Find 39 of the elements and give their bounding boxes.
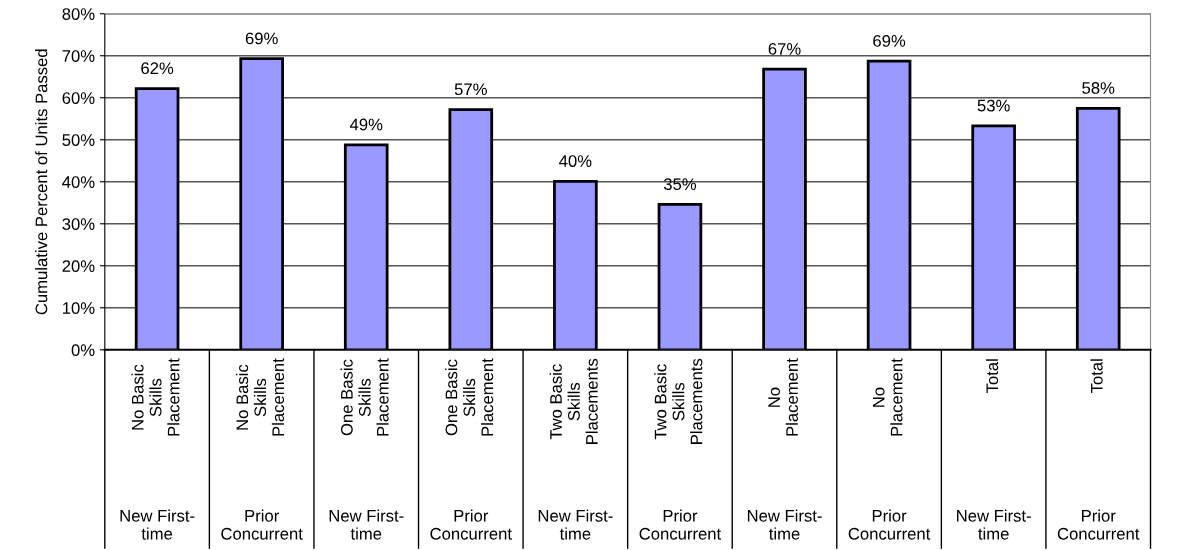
y-tick-label: 10% — [63, 302, 95, 314]
y-tick-label: 30% — [62, 218, 95, 230]
y-tick-label: 20% — [62, 260, 95, 272]
text: Prior Concurrent — [221, 509, 303, 540]
data-label: 69% — [873, 35, 906, 47]
y-tick-label: 40% — [62, 176, 95, 188]
x-tick-label: No Placement — [872, 358, 903, 436]
y-tick-label: 0% — [71, 344, 95, 356]
text: New First- time — [747, 509, 822, 540]
x-tick-label: No Basic Skills Placement — [131, 358, 180, 436]
x-tick-label: Total — [985, 359, 999, 394]
y-axis-title: Cumulative Percent of Units Passed — [35, 49, 48, 315]
data-label: 49% — [349, 118, 383, 131]
text: New First- time — [120, 509, 195, 540]
y-tick-label: 80% — [62, 8, 95, 20]
x-tick-label: No Basic Skills Placement — [235, 358, 285, 436]
text: New First- time — [538, 509, 613, 540]
data-label: 58% — [1082, 82, 1115, 94]
y-tick-label: 50% — [62, 134, 95, 146]
text: Prior Concurrent — [848, 509, 931, 540]
y-tick-label: 70% — [62, 50, 95, 62]
x-tick-label: One Basic Skills Placement — [445, 358, 494, 436]
data-label: 69% — [245, 32, 278, 45]
x-tick-label: Two Basic Skills Placements — [654, 358, 703, 444]
text: Prior Concurrent — [1057, 509, 1140, 540]
x-tick-label: No Placement — [768, 358, 798, 436]
y-tick-label: 60% — [62, 92, 95, 104]
text: New First- time — [957, 509, 1031, 540]
data-label: 40% — [559, 155, 592, 167]
data-label: 57% — [454, 83, 487, 96]
data-label: 67% — [768, 42, 801, 55]
data-label: 53% — [977, 99, 1010, 112]
text: Prior Concurrent — [430, 509, 512, 540]
x-tick-label: Total — [1090, 359, 1103, 394]
text: New First- time — [329, 509, 404, 540]
text: Prior Concurrent — [639, 509, 722, 540]
data-label: 62% — [141, 62, 174, 75]
x-tick-label: One Basic Skills Placement — [340, 358, 389, 436]
x-tick-label: Two Basic Skills Placements — [549, 358, 598, 444]
